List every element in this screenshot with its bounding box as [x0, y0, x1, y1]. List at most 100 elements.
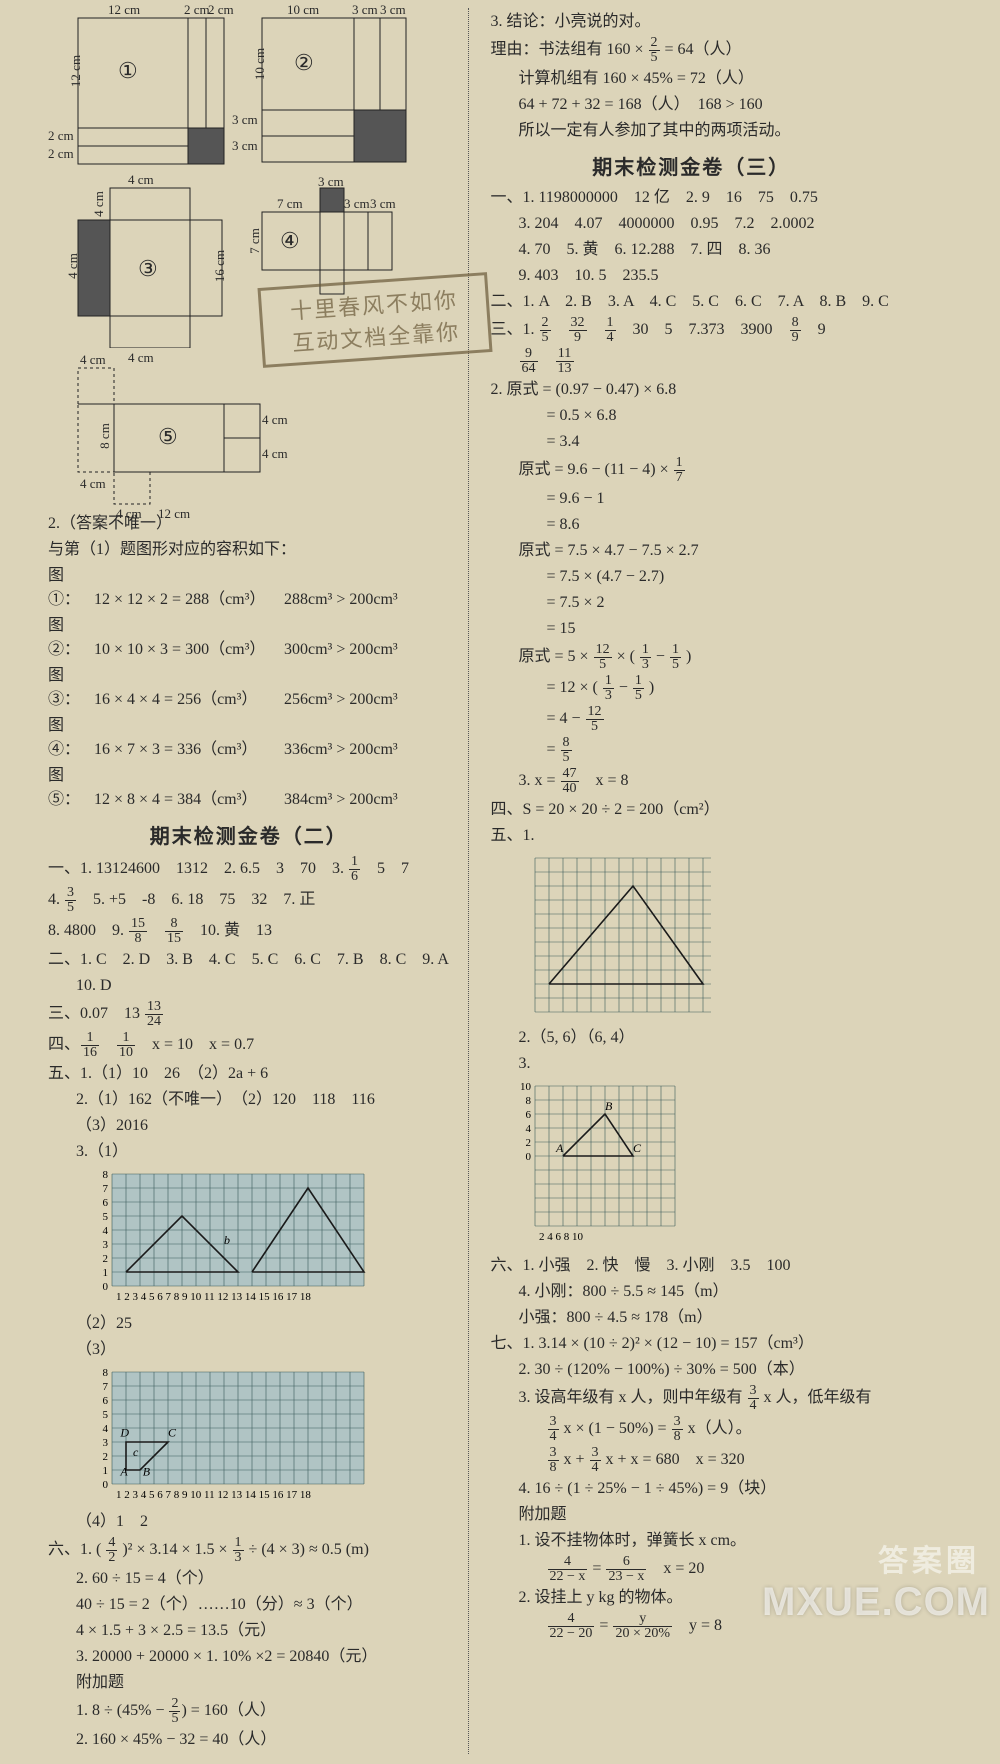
text: 3. 设高年级有 x 人，则中年级有 34 x 人，低年级有: [491, 1384, 893, 1413]
dim-label: 8 cm: [97, 423, 113, 449]
svg-text:B: B: [605, 1099, 613, 1113]
text: 3. 结论：小亮说的对。: [491, 10, 893, 34]
svg-text:C: C: [633, 1141, 642, 1155]
text: 64 + 72 + 32 = 168（人） 168 > 160: [491, 93, 893, 117]
text: 七、1. 3.14 × (10 ÷ 2)² × (12 − 10) = 157（…: [491, 1332, 893, 1356]
text: 六、1. 小强 2. 快 慢 3. 小刚 3.5 100: [491, 1254, 893, 1278]
diagram-2: 10 cm 3 cm 3 cm 10 cm 3 cm 3 cm ②: [252, 8, 412, 168]
dim-label: 4 cm: [80, 476, 106, 492]
text: 二、1. A 2. B 3. A 4. C 5. C 6. C 7. A 8. …: [491, 290, 893, 314]
text: 3.（1）: [48, 1140, 450, 1164]
text: 五、1.: [491, 824, 893, 848]
volume-line: 图⑤：12 × 8 × 4 = 384（cm³）384cm³ > 200cm³: [48, 764, 450, 812]
dim-label: 2 cm: [208, 2, 234, 18]
text: （3）2016: [48, 1114, 450, 1138]
svg-text:C: C: [168, 1425, 177, 1439]
text: 4. 70 5. 黄 6. 12.288 7. 四 8. 36: [491, 238, 893, 262]
text: = 7.5 × (4.7 − 2.7): [491, 565, 893, 589]
circled-num: ②: [294, 50, 314, 76]
text: = 12 × ( 13 − 15 ): [491, 674, 893, 703]
dim-label: 3 cm: [318, 174, 344, 190]
dim-label: 3 cm: [370, 196, 396, 212]
text: （2）25: [48, 1312, 450, 1336]
dim-label: 4 cm: [262, 446, 288, 462]
text: 2.（答案不唯一）: [48, 512, 450, 536]
text: = 4 − 125: [491, 705, 893, 734]
text: = 0.5 × 6.8: [491, 404, 893, 428]
text: 4. 35 5. +5 -8 6. 18 75 32 7. 正: [48, 886, 450, 915]
svg-text:0: 0: [525, 1151, 531, 1163]
svg-text:D: D: [119, 1425, 129, 1439]
text: （4）1 2: [48, 1510, 450, 1534]
heading-exam3: 期末检测金卷（三）: [491, 151, 893, 180]
text: = 9.6 − 1: [491, 487, 893, 511]
text: 二、1. C 2. D 3. B 4. C 5. C 6. C 7. B 8. …: [48, 948, 450, 972]
text: 8. 4800 9. 158 815 10. 黄 13: [48, 917, 450, 946]
text: = 85: [491, 736, 893, 765]
text: 2. 160 × 45% − 32 = 40（人）: [48, 1728, 450, 1752]
text: 一、1. 13124600 1312 2. 6.5 3 70 3. 16 5 7: [48, 855, 450, 884]
dim-label: 4 cm: [65, 253, 81, 279]
grid-chart-3: [511, 852, 893, 1022]
text: 34 x × (1 − 50%) = 38 x（人）。: [491, 1415, 893, 1444]
grid-chart-2: 8765432101 2 3 4 5 6 7 8 9 10 11 12 13 1…: [88, 1366, 450, 1506]
svg-text:1: 1: [103, 1465, 109, 1477]
text: = 15: [491, 617, 893, 641]
text: 一、1. 1198000000 12 亿 2. 9 16 75 0.75: [491, 186, 893, 210]
svg-text:A: A: [555, 1141, 564, 1155]
volume-line: 图①：12 × 12 × 2 = 288（cm³）288cm³ > 200cm³: [48, 564, 450, 612]
dim-label: 2 cm: [184, 2, 210, 18]
svg-text:2: 2: [103, 1253, 109, 1265]
circled-num: ⑤: [158, 424, 178, 450]
grid-chart-1: 8765432101 2 3 4 5 6 7 8 9 10 11 12 13 1…: [88, 1168, 450, 1308]
svg-text:0: 0: [103, 1479, 109, 1491]
text: 2. 原式 = (0.97 − 0.47) × 6.8: [491, 378, 893, 402]
dim-label: 3 cm: [352, 2, 378, 18]
text: 3. x = 4740 x = 8: [491, 767, 893, 796]
dim-label: 10 cm: [252, 48, 268, 80]
text: = 8.6: [491, 513, 893, 537]
text: 附加题: [491, 1503, 893, 1527]
text: 2. 60 ÷ 15 = 4（个）: [48, 1567, 450, 1591]
svg-text:1 2 3 4 5 6 7 8 9 10 11 12 13: 1 2 3 4 5 6 7 8 9 10 11 12 13 14 15 16 1…: [116, 1291, 311, 1303]
svg-text:6: 6: [103, 1197, 109, 1209]
svg-text:b: b: [224, 1233, 230, 1247]
circled-num: ④: [280, 228, 300, 254]
dim-label: 12 cm: [68, 55, 84, 87]
text: 三、1. 25 329 14 30 5 7.373 3900 89 9: [491, 316, 893, 345]
svg-text:4: 4: [525, 1123, 531, 1135]
grid-chart-4: 10864202 4 6 8 10ABC: [511, 1080, 893, 1250]
diagram-5: 4 cm 8 cm 4 cm 4 cm 4 cm 4 cm 12 cm ⑤: [68, 358, 298, 508]
text: 4. 小刚：800 ÷ 5.5 ≈ 145（m）: [491, 1280, 893, 1304]
diagram-3: 4 cm 4 cm 4 cm 4 cm 16 cm ③: [68, 178, 228, 348]
svg-text:1 2 3 4 5 6 7 8 9 10 11 12 13: 1 2 3 4 5 6 7 8 9 10 11 12 13 14 15 16 1…: [116, 1489, 311, 1501]
dim-label: 4 cm: [128, 172, 154, 188]
text: 40 ÷ 15 = 2（个）……10（分）≈ 3（个）: [48, 1593, 450, 1617]
dim-label: 4 cm: [91, 191, 107, 217]
text: 4. 16 ÷ (1 ÷ 25% − 1 ÷ 45%) = 9（块）: [491, 1477, 893, 1501]
dim-label: 10 cm: [287, 2, 319, 18]
text: 964 1113: [491, 347, 893, 376]
dim-label: 4 cm: [116, 506, 142, 522]
text: 3. 20000 + 20000 × 1. 10% ×2 = 20840（元）: [48, 1645, 450, 1669]
svg-text:10: 10: [520, 1081, 532, 1093]
text: 原式 = 5 × 125 × ( 13 − 15 ): [491, 643, 893, 672]
svg-text:8: 8: [103, 1169, 109, 1181]
text: 三、0.07 13 1324: [48, 1000, 450, 1029]
text: 六、1. ( 42 )² × 3.14 × 1.5 × 13 ÷ (4 × 3)…: [48, 1536, 450, 1565]
text: 所以一定有人参加了其中的两项活动。: [491, 119, 893, 143]
svg-text:8: 8: [525, 1095, 531, 1107]
svg-text:5: 5: [103, 1211, 109, 1223]
svg-text:6: 6: [525, 1109, 531, 1121]
text: = 3.4: [491, 430, 893, 454]
dim-label: 3 cm: [232, 138, 258, 154]
text: 1. 8 ÷ (45% − 25) = 160（人）: [48, 1697, 450, 1726]
svg-text:A: A: [119, 1465, 128, 1479]
volume-line: 图④：16 × 7 × 3 = 336（cm³）336cm³ > 200cm³: [48, 714, 450, 762]
dim-label: 2 cm: [48, 146, 74, 162]
text: 38 x + 34 x + x = 680 x = 320: [491, 1446, 893, 1475]
text: 理由：书法组有 160 × 25 = 64（人）: [491, 36, 893, 65]
dim-label: 3 cm: [344, 196, 370, 212]
svg-text:7: 7: [103, 1381, 109, 1393]
dim-label: 12 cm: [108, 2, 140, 18]
